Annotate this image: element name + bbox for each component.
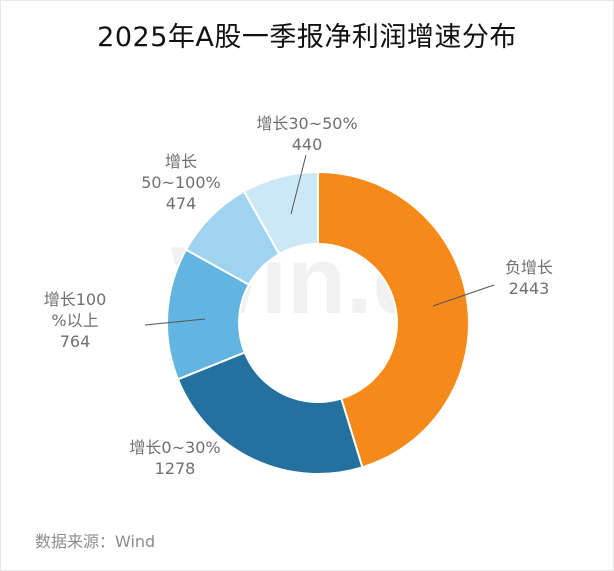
data-label-5: 增长30~50% 440 bbox=[256, 114, 357, 154]
data-label-4: 增长 50~100% 474 bbox=[141, 152, 221, 213]
slice-2 bbox=[176, 351, 364, 475]
slice-1 bbox=[317, 170, 470, 469]
data-label-3: 增长100 %以上 764 bbox=[44, 290, 107, 351]
source-note: 数据来源：Wind bbox=[35, 532, 156, 551]
chart-title: 2025年A股一季报净利润增速分布 bbox=[97, 22, 517, 53]
leader-line-5 bbox=[290, 154, 307, 215]
leader-line-1 bbox=[432, 284, 495, 307]
data-label-1: 负增长 2443 bbox=[505, 258, 553, 298]
slice-5 bbox=[242, 170, 319, 256]
leader-line-3 bbox=[144, 318, 206, 326]
data-label-2: 增长0~30% 1278 bbox=[129, 438, 220, 478]
